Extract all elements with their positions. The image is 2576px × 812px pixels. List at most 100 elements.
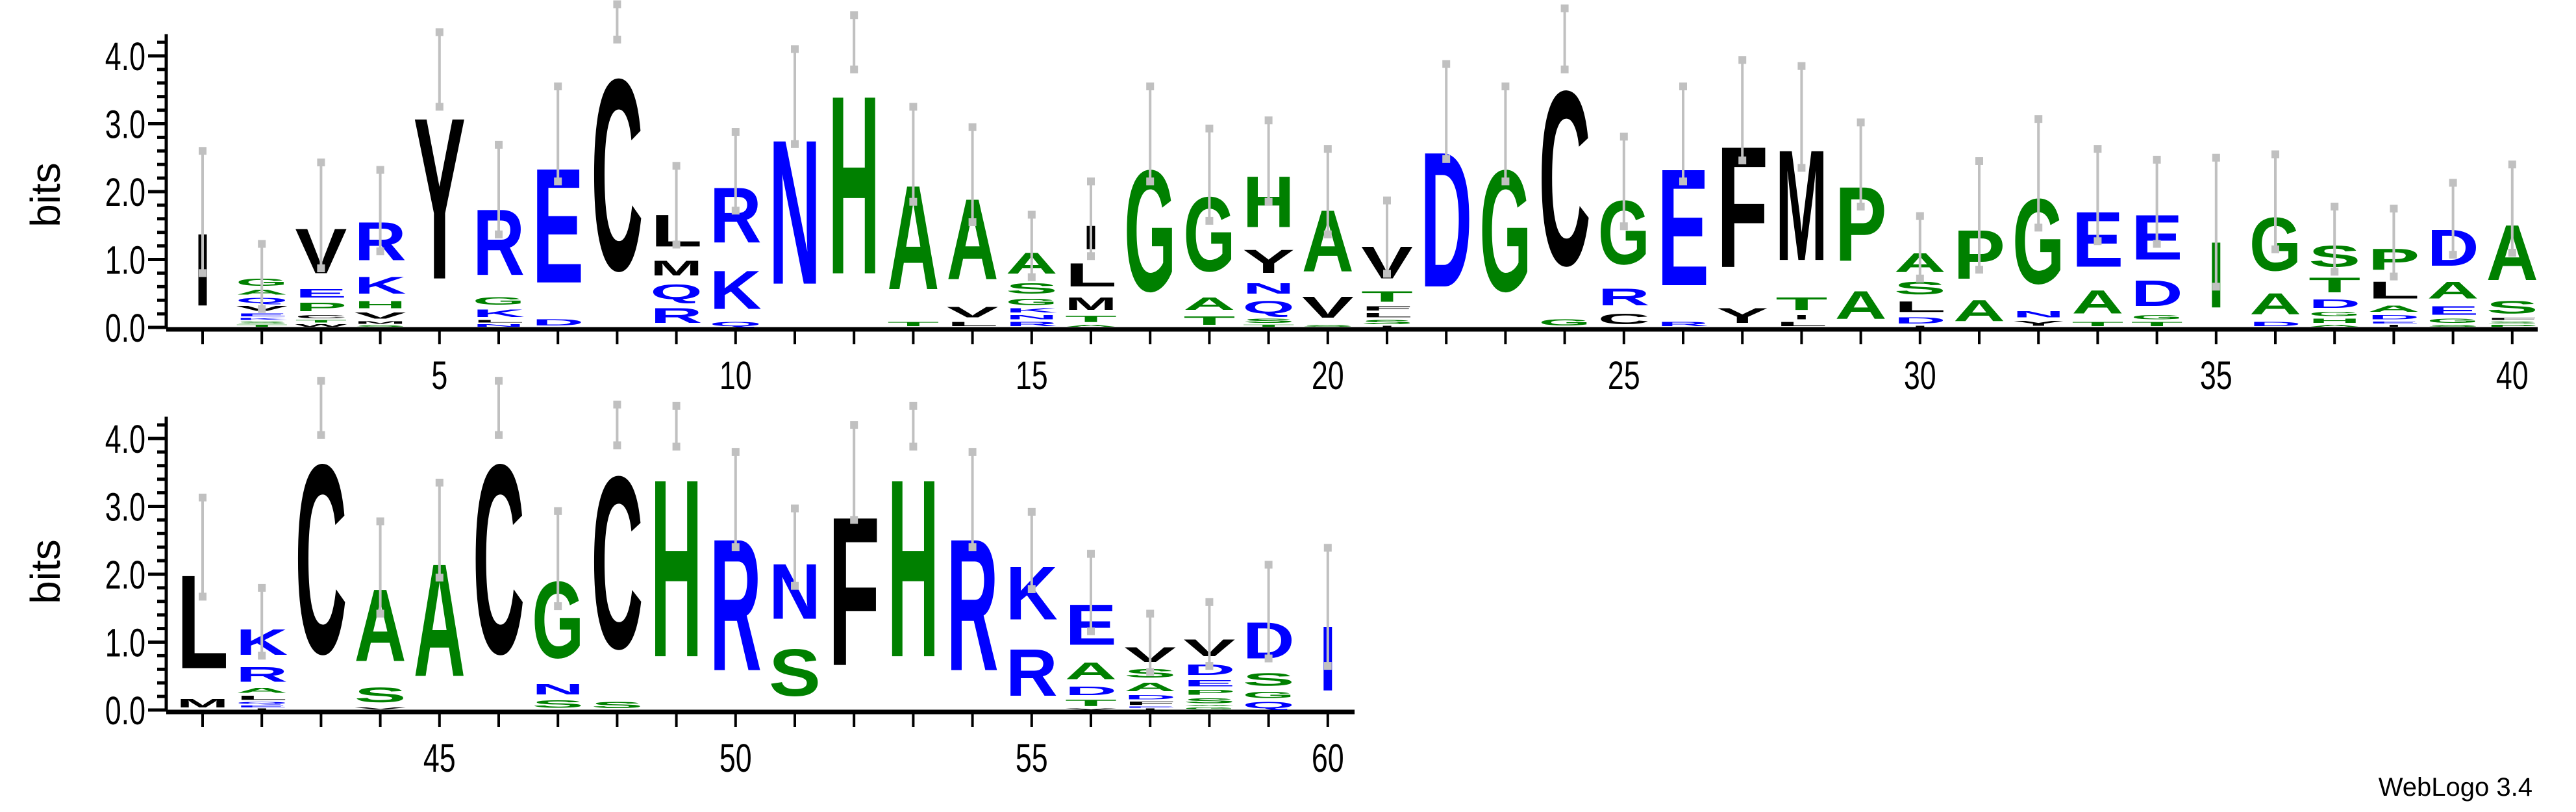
logo-letter-D: D [2131,273,2183,314]
error-bar [2153,155,2161,248]
logo-stack-44: VSA [355,517,406,710]
logo-stack-17: G [1124,82,1176,327]
x-tick-label: 5 [431,353,447,398]
logo-letter-F: F [1124,700,1176,705]
logo-letter-T: T [887,321,939,327]
logo-letter-A: A [1124,680,1176,694]
logo-letter-T: T [1065,698,1117,708]
logo-stack-1: I [194,147,211,328]
logo-stack-31: AP [1953,157,2005,327]
logo-letter-S: S [355,683,406,707]
y-axis-label: bits [22,162,69,227]
error-bar [1857,118,1865,210]
y-tick-label: 4.0 [105,417,145,462]
error-bar [495,140,503,238]
error-bar [1383,196,1391,278]
logo-letter-H: H [887,427,939,711]
logo-stack-36: DAG [2249,150,2301,327]
error-bar [909,103,918,206]
error-bar [317,377,325,439]
error-bar [1738,56,1747,164]
logo-stack-46: C [473,377,525,711]
logo-stack-57: IEFDASV [1124,609,1177,710]
logo-letter-Q: Q [710,321,762,327]
logo-letter-Q: Q [1243,700,1295,710]
logo-letter-L: L [1775,321,1827,327]
error-bar [613,0,621,44]
logo-stack-49: H [651,401,703,711]
logo-stack-52: F [828,421,880,711]
logo-letter-S: S [1302,324,1354,327]
logo-letter-Q: Q [651,280,703,304]
logo-letter-N: N [2012,309,2064,320]
logo-letter-I: I [254,708,270,710]
logo-letter-R: R [1657,321,1709,327]
y-tick-label: 0.0 [105,306,145,351]
error-bar [731,128,740,215]
error-bar [199,493,206,601]
logo-letter-A: A [1953,294,2005,328]
logo-letter-S: S [1183,696,1235,704]
logo-letter-E: E [2368,321,2420,324]
logo-letter-L: L [236,694,288,701]
error-bar [850,421,858,524]
logo-letter-A: A [2071,283,2123,321]
logo-letter-P: P [2486,324,2538,327]
y-tick-label: 0.0 [105,689,145,733]
y-axis-label: bits [22,539,69,604]
logo-letter-C: C [295,314,347,319]
logo-stack-55: RK [1006,507,1058,710]
logo-letter-V: V [1065,708,1117,710]
logo-letter-L: L [2368,277,2420,304]
logo-letter-M: M [177,696,229,710]
logo-letter-D: D [1124,694,1176,700]
logo-letter-Y: Y [1243,242,1295,280]
error-bar [1797,62,1806,172]
x-tick-label: 40 [2496,353,2529,398]
logo-stack-54: R [947,448,999,710]
logo-stack-8: C [591,0,643,327]
x-tick-label: 10 [719,353,752,398]
logo-stack-5: Y [414,28,466,328]
logo-letter-D: D [532,317,584,327]
logo-letter-I: I [1912,325,1928,327]
logo-letter-Y: Y [1716,304,1768,328]
logo-letter-G: G [1183,707,1235,710]
logo-letter-S: S [1243,669,1295,689]
logo-letter-N: N [1243,280,1295,297]
logo-letter-A: A [1065,657,1117,685]
logo-letter-D: D [2249,321,2301,327]
error-bar [554,82,562,186]
logo-stack-41: ML [177,493,229,710]
x-tick-label: 20 [1312,353,1344,398]
logo-stack-47: SNG [532,507,584,710]
logo-stack-11: N [769,45,821,327]
logo-stack-40: PSFSA [2486,160,2538,327]
logo-letter-H: H [2308,317,2360,324]
logo-letter-F: F [1361,305,1413,312]
logo-stack-48: SC [591,400,643,710]
logo-letter-N: N [1006,314,1058,320]
logo-stack-33: TAE [2071,145,2123,327]
logo-stack-43: C [295,377,347,711]
logo-letter-S: S [2427,324,2479,327]
logo-letter-I: I [1794,314,1810,321]
logo-letter-M: M [651,256,703,280]
error-bar [613,400,621,450]
logo-letter-K: K [473,307,525,320]
logo-letter-A: A [2249,286,2301,321]
error-bar [1619,133,1628,231]
logo-stack-14: LVA [947,123,999,327]
logo-letter-K: K [710,259,762,321]
logo-letter-T: T [1065,314,1117,324]
error-bar [1323,544,1332,670]
logo-letter-C: C [295,409,347,711]
error-bar [672,401,681,451]
error-bar [2212,153,2220,291]
logo-stack-18: TAG [1183,124,1236,327]
logo-letter-H: H [828,42,880,327]
logo-stack-16: ATMLI [1065,177,1117,327]
